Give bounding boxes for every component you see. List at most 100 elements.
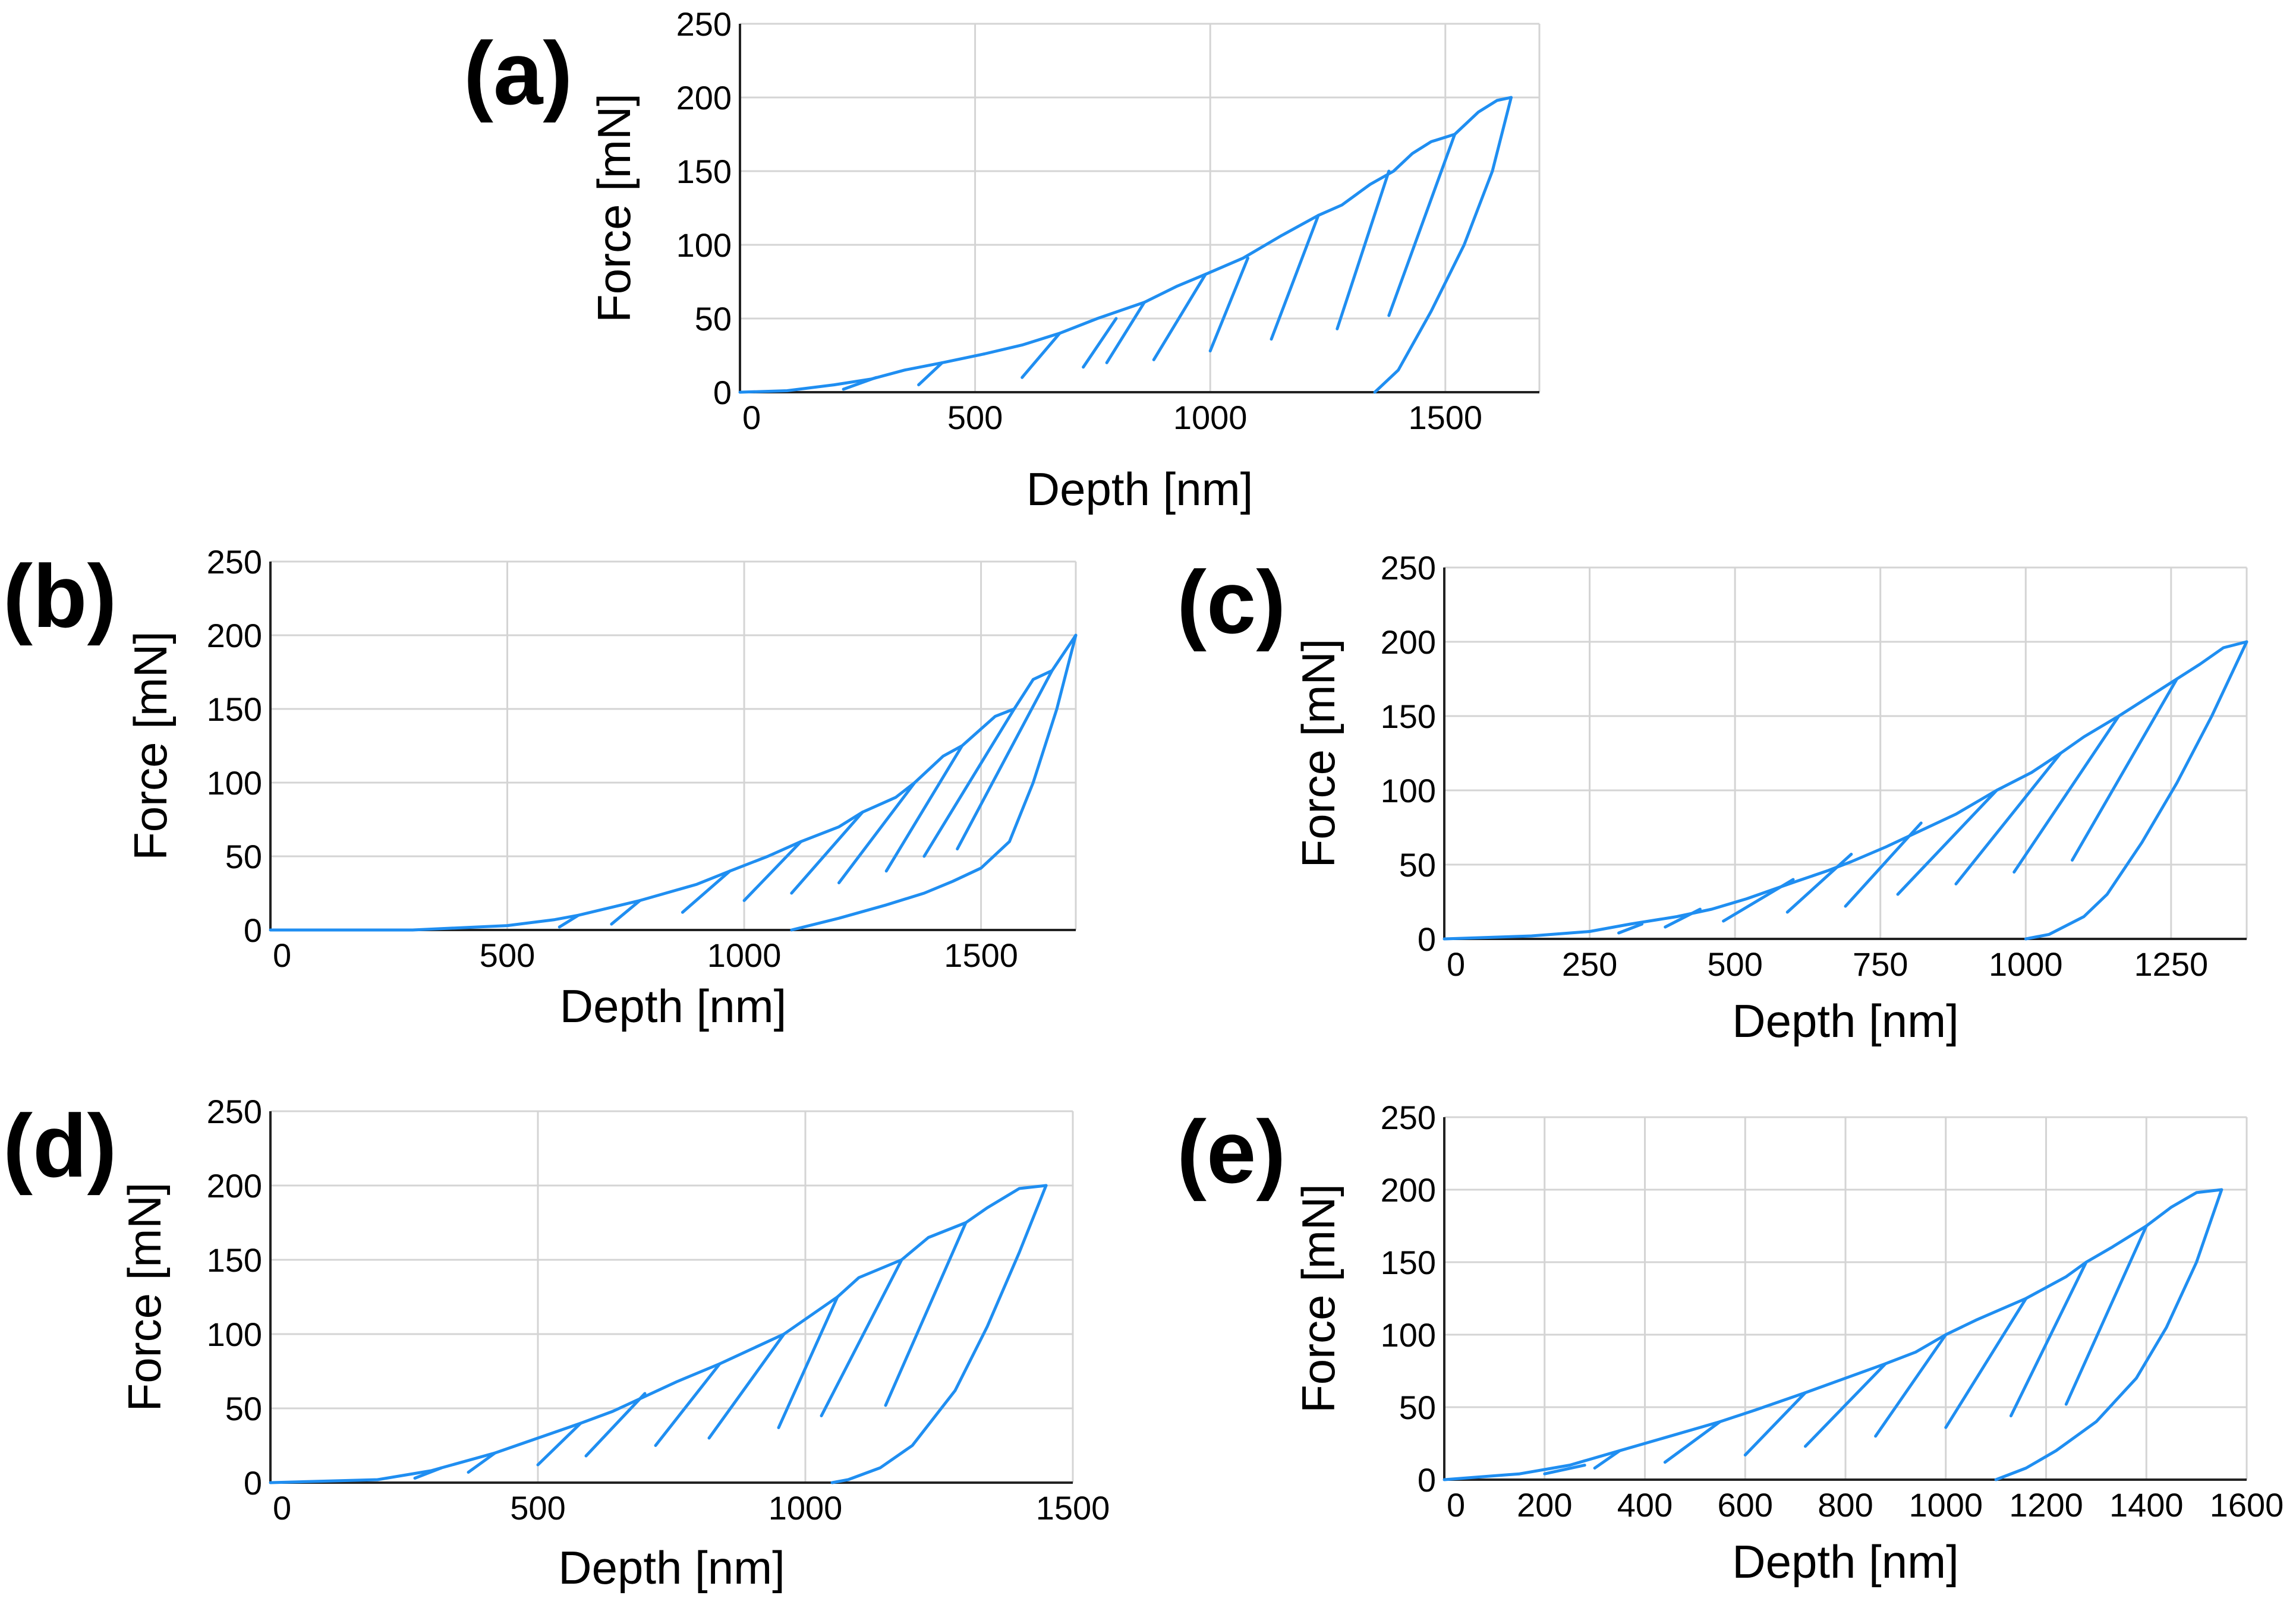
curve-segment (467, 1451, 497, 1474)
curve-segment (1105, 301, 1146, 364)
x-tick-label: 500 (1707, 945, 1762, 983)
grid (270, 1110, 1074, 1483)
curve-segment (1270, 213, 1320, 341)
y-tick-label: 200 (207, 617, 262, 654)
x-tick-labels: 0 500 1000 1500 (273, 1489, 1110, 1527)
x-tick-label: 1000 (1173, 399, 1248, 436)
x-tick-label: 800 (1818, 1486, 1873, 1524)
x-tick-label: 1400 (2109, 1486, 2184, 1524)
y-tick-label: 200 (1381, 623, 1436, 661)
y-tick-label: 150 (1381, 1244, 1436, 1281)
x-tick-label: 0 (1447, 945, 1465, 983)
y-tick-label: 100 (1381, 1316, 1436, 1354)
curve-segment (922, 707, 1016, 858)
curve-segment (1743, 1391, 1807, 1456)
y-tick-label: 250 (207, 543, 262, 581)
y-axis-title: Force [mN] (1292, 1184, 1344, 1413)
curve-segment (1443, 640, 2248, 941)
x-tick-label: 1250 (2134, 945, 2209, 983)
x-tick-label: 200 (1517, 1486, 1572, 1524)
y-tick-label: 100 (207, 1316, 262, 1353)
y-tick-labels: 0 50 100 150 200 250 (207, 543, 262, 949)
y-tick-label: 100 (207, 764, 262, 802)
y-axis-title: Force [mN] (124, 631, 177, 860)
x-tick-label: 600 (1718, 1486, 1773, 1524)
y-tick-label: 0 (244, 912, 262, 949)
panel-e: (e) 0 200 400 600 800 1000 1200 1400 1600 0 50 100… (1177, 1099, 2284, 1588)
axes (739, 24, 1539, 393)
x-tick-label: 0 (273, 937, 291, 974)
x-tick-labels: 0 500 1000 1500 (742, 399, 1482, 436)
x-tick-label: 400 (1617, 1486, 1673, 1524)
curve-segment (1208, 256, 1249, 353)
panel-label: (e) (1177, 1102, 1286, 1202)
curve-segment (1443, 1188, 2223, 1481)
axes (269, 1111, 1073, 1484)
curves (1443, 1188, 2223, 1481)
curve-segment (777, 1295, 839, 1429)
y-tick-label: 50 (1399, 846, 1436, 884)
curve-segment (1785, 853, 1853, 914)
grid (1444, 1116, 2248, 1480)
y-tick-label: 250 (1381, 549, 1436, 587)
curve-segment (837, 781, 916, 885)
curve-segment (2024, 640, 2248, 941)
x-tick-label: 1600 (2210, 1486, 2284, 1524)
curve-segment (1722, 878, 1795, 923)
y-tick-label: 0 (713, 374, 732, 411)
y-tick-label: 0 (1418, 1461, 1436, 1499)
curve-segment (1387, 133, 1457, 317)
panel-label: (d) (3, 1096, 117, 1196)
curve-segment (884, 1221, 968, 1407)
curve-segment (1994, 1188, 2223, 1481)
curve-segment (1664, 907, 1702, 929)
x-tick-label: 0 (1447, 1486, 1465, 1524)
curve-segment (1152, 273, 1207, 361)
panel-label: (a) (464, 23, 572, 123)
grid (740, 23, 1541, 392)
x-tick-label: 0 (273, 1489, 291, 1527)
y-tick-label: 50 (1399, 1389, 1436, 1426)
curve-segment (584, 1392, 647, 1458)
y-tick-label: 200 (676, 79, 732, 116)
panel-a: (a) 0 500 1000 1500 0 50 100 150 200 250 Depth [… (464, 5, 1541, 515)
panel-d: (d) 0 500 1000 1500 0 50 100 150 200 250 Depth [… (3, 1093, 1110, 1594)
curves (269, 633, 1078, 932)
x-tick-label: 1500 (944, 937, 1018, 974)
curve-segment (2064, 1224, 2148, 1406)
x-tick-label: 0 (742, 399, 761, 436)
curve-segment (820, 1258, 903, 1417)
y-tick-label: 100 (1381, 772, 1436, 809)
y-tick-label: 200 (1381, 1171, 1436, 1209)
x-tick-labels: 0 500 1000 1500 (273, 937, 1018, 974)
y-axis-title: Force [mN] (118, 1183, 171, 1412)
x-tick-label: 250 (1562, 945, 1617, 983)
x-tick-label: 1000 (1908, 1486, 1983, 1524)
curve-segment (1844, 821, 1923, 908)
curve-segment (610, 898, 642, 926)
curve-segment (413, 1466, 443, 1480)
x-tick-label: 750 (1853, 945, 1908, 983)
y-axis-title: Force [mN] (1292, 639, 1344, 868)
curve-segment (681, 869, 732, 914)
curve-segment (269, 633, 1078, 932)
y-tick-labels: 0 50 100 150 200 250 (1381, 1099, 1436, 1499)
curve-segment (1593, 1449, 1621, 1470)
curve-segment (1617, 922, 1644, 935)
x-tick-label: 1000 (769, 1489, 843, 1527)
curve-segment (1954, 752, 2062, 885)
curve-segment (842, 376, 878, 391)
curve-segment (2071, 677, 2179, 862)
curve-segment (1663, 1420, 1722, 1464)
x-axis-title: Depth [nm] (1732, 995, 1959, 1047)
curve-segment (884, 744, 964, 873)
x-tick-labels: 0 200 400 600 800 1000 1200 1400 1600 (1447, 1486, 2284, 1524)
y-tick-label: 0 (244, 1464, 262, 1502)
x-axis-title: Depth [nm] (1026, 463, 1253, 515)
curve-segment (917, 361, 944, 387)
x-axis-title: Depth [nm] (560, 980, 787, 1032)
curve-segment (830, 1184, 1048, 1484)
x-tick-label: 1000 (1989, 945, 2063, 983)
